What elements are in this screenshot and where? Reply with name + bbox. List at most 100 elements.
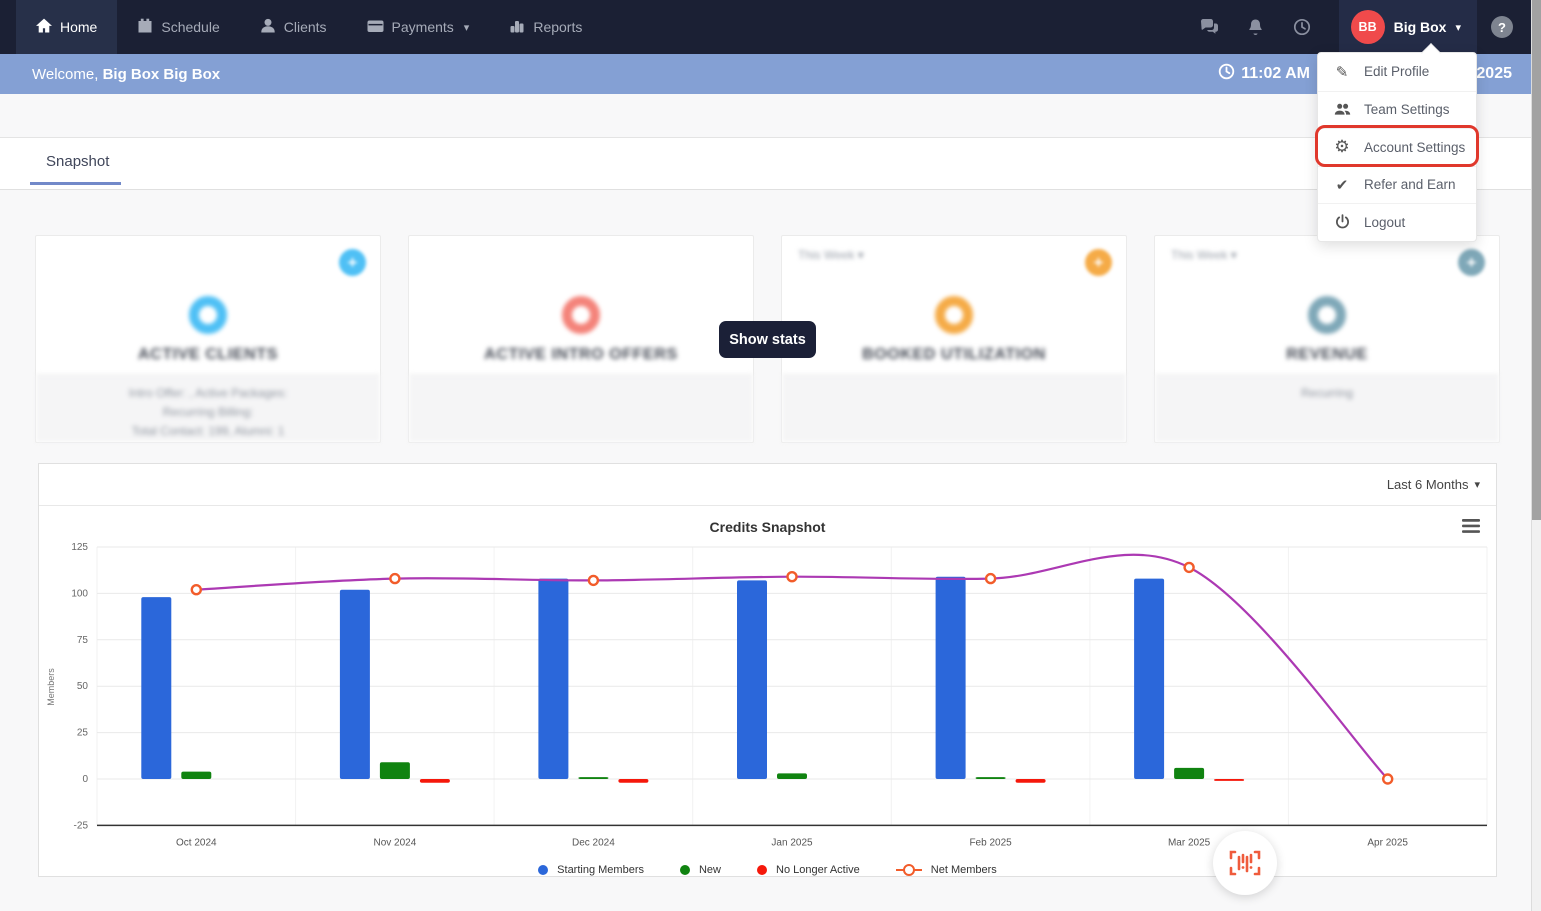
card-filter-dropdown[interactable]: This Week ▾ [1171, 248, 1237, 262]
active-tab-underline [30, 182, 121, 185]
stat-card-title: ACTIVE CLIENTS [138, 346, 278, 363]
svg-text:Mar 2025: Mar 2025 [1168, 837, 1211, 848]
legend-dot [757, 865, 767, 875]
top-nav: Home Schedule Clients Payments ▾ Reports… [0, 0, 1541, 54]
calendar-icon [137, 18, 153, 37]
nav-item-label: Reports [533, 19, 583, 35]
svg-text:Dec 2024: Dec 2024 [572, 837, 615, 848]
legend-dot [679, 865, 690, 875]
nav-item-reports[interactable]: Reports [489, 0, 602, 54]
nav-item-label: Schedule [161, 19, 220, 35]
pencil-icon: ✎ [1335, 63, 1349, 81]
stat-card-footer: Recurring [1155, 374, 1499, 442]
ring-chart-placeholder [1308, 296, 1346, 334]
scan-barcode-fab[interactable] [1213, 831, 1277, 895]
bar-chart-icon [509, 18, 525, 37]
svg-text:75: 75 [77, 635, 89, 646]
svg-text:25: 25 [77, 728, 89, 739]
nav-item-label: Payments [391, 19, 454, 35]
svg-text:50: 50 [77, 681, 89, 692]
stat-card-footer [782, 374, 1126, 442]
legend-item-net-members[interactable]: Net Members [895, 864, 997, 876]
team-icon [1333, 102, 1351, 117]
add-icon[interactable]: + [1458, 249, 1485, 276]
tab-snapshot[interactable]: Snapshot [46, 153, 110, 170]
chart-range-selector[interactable]: Last 6 Months ▾ [39, 464, 1496, 506]
legend-marker [895, 864, 922, 876]
barcode-scan-icon [1229, 850, 1261, 876]
ring-chart-placeholder [189, 296, 227, 334]
credits-snapshot-chart: 125 100 75 50 25 0 -25 Members Oct 2024 Nov 2024 D… [46, 542, 1488, 848]
user-menu-button[interactable]: BB Big Box ▾ [1338, 0, 1477, 54]
stat-card-booked-utilization: This Week ▾ + BOOKED UTILIZATION [781, 235, 1127, 443]
add-icon[interactable]: + [1085, 249, 1112, 276]
check-icon: ✔ [1335, 176, 1349, 194]
menu-item-edit-profile[interactable]: ✎ Edit Profile [1318, 53, 1476, 91]
svg-text:Jan 2025: Jan 2025 [771, 837, 813, 848]
stat-card-revenue: This Week ▾ + REVENUE Recurring [1154, 235, 1500, 443]
nav-item-payments[interactable]: Payments ▾ [347, 0, 490, 54]
chat-icon[interactable] [1187, 18, 1233, 36]
svg-text:-25: -25 [74, 820, 89, 831]
home-icon [36, 18, 52, 37]
stat-card-title: BOOKED UTILIZATION [862, 346, 1046, 363]
person-icon [260, 18, 276, 37]
svg-text:100: 100 [71, 588, 88, 599]
menu-item-refer-and-earn[interactable]: ✔ Refer and Earn [1318, 165, 1476, 204]
nav-item-home[interactable]: Home [16, 0, 118, 54]
stat-card-title: REVENUE [1286, 346, 1368, 363]
avatar: BB [1350, 10, 1385, 44]
svg-text:Apr 2025: Apr 2025 [1367, 837, 1408, 848]
stat-card-active-intro-offers: + ACTIVE INTRO OFFERS [408, 235, 754, 443]
ring-chart-placeholder [562, 296, 600, 334]
menu-item-team-settings[interactable]: Team Settings [1318, 90, 1476, 129]
legend-item-no-longer-active[interactable]: No Longer Active [757, 864, 860, 876]
menu-item-logout[interactable]: Logout [1318, 203, 1476, 241]
stat-card-footer: Intro Offer: , Active Packages: Recurrin… [36, 374, 380, 442]
add-icon[interactable]: + [339, 249, 366, 276]
nav-item-label: Home [60, 19, 98, 35]
chart-menu-icon[interactable] [1462, 519, 1480, 538]
clock-icon [1218, 63, 1235, 85]
credits-snapshot-card: Last 6 Months ▾ Credits Snapshot 125 100 75… [38, 463, 1497, 877]
user-name: Big Box [1393, 19, 1447, 35]
legend-item-new[interactable]: New [679, 864, 721, 876]
welcome-bar: Welcome, Big Box Big Box 11:02 AM 2025 [0, 54, 1541, 94]
legend-item-starting-members[interactable]: Starting Members [538, 864, 644, 876]
current-time: 11:02 AM [1218, 63, 1310, 85]
current-date-fragment: 2025 [1476, 65, 1512, 82]
gear-icon: ⚙ [1334, 137, 1350, 157]
nav-item-label: Clients [283, 19, 327, 35]
tab-bar: Snapshot [0, 137, 1541, 190]
welcome-message: Welcome, Big Box Big Box [32, 65, 221, 83]
page-scrollbar[interactable] [1531, 0, 1541, 911]
chart-legend: Starting Members New No Longer Active Ne… [39, 864, 1496, 876]
svg-text:125: 125 [71, 542, 88, 553]
scrollbar-thumb[interactable] [1532, 0, 1541, 520]
power-icon [1333, 214, 1351, 230]
chart-title: Credits Snapshot [709, 519, 826, 535]
show-stats-button[interactable]: Show stats [719, 321, 816, 358]
nav-item-schedule[interactable]: Schedule [117, 0, 239, 54]
ring-chart-placeholder [935, 296, 973, 334]
stat-card-title: ACTIVE INTRO OFFERS [484, 346, 678, 363]
clock-icon[interactable] [1279, 18, 1325, 36]
help-icon[interactable]: ? [1491, 16, 1513, 38]
stat-card-active-clients: + ACTIVE CLIENTS Intro Offer: , Active P… [35, 235, 381, 443]
svg-text:Nov 2024: Nov 2024 [373, 837, 416, 848]
bell-icon[interactable] [1233, 18, 1279, 36]
welcome-user-name: Big Box Big Box [102, 65, 221, 83]
chevron-down-icon: ▾ [1474, 479, 1480, 491]
legend-dot [538, 865, 549, 875]
credit-card-icon [367, 18, 384, 37]
stat-cards-row: + ACTIVE CLIENTS Intro Offer: , Active P… [35, 235, 1541, 443]
stat-card-footer [409, 374, 753, 442]
card-filter-dropdown[interactable]: This Week ▾ [798, 248, 864, 262]
chevron-down-icon: ▾ [1455, 21, 1461, 34]
svg-text:Feb 2025: Feb 2025 [969, 837, 1012, 848]
user-dropdown-menu: ✎ Edit Profile Team Settings ⚙ Account S… [1317, 43, 1477, 242]
nav-item-clients[interactable]: Clients [240, 0, 347, 54]
svg-text:0: 0 [82, 774, 88, 785]
svg-text:Members: Members [46, 668, 56, 706]
menu-item-account-settings[interactable]: ⚙ Account Settings [1318, 128, 1476, 166]
